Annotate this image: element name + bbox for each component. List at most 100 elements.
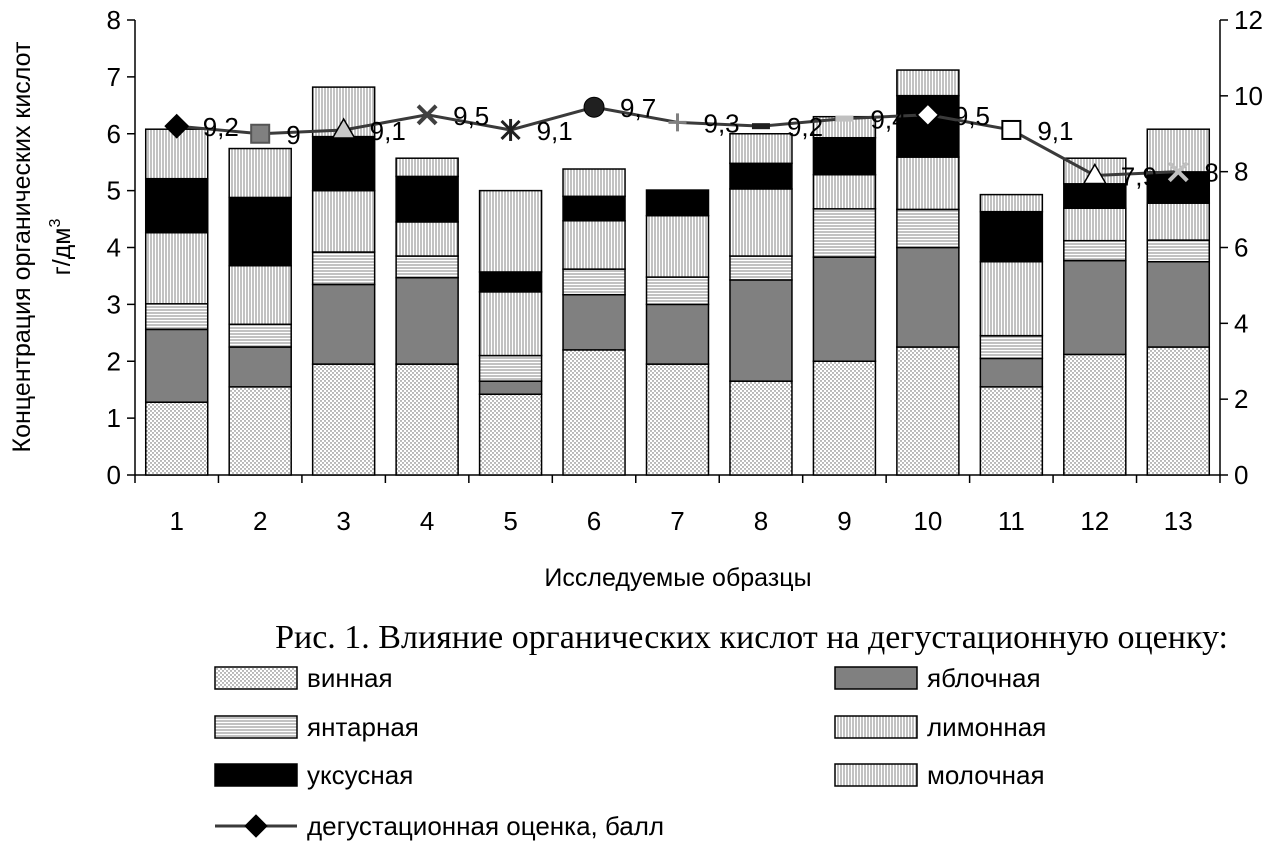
bar-segment-яблочная xyxy=(729,279,793,382)
bar-segment-лимонная xyxy=(1146,202,1211,241)
legend-item: янтарная xyxy=(214,712,419,742)
bar-segment-молочная xyxy=(228,147,292,199)
legend-swatch xyxy=(214,666,298,690)
line-point-marker xyxy=(1001,119,1022,140)
line-point-marker xyxy=(915,102,941,128)
bar-segment-яблочная xyxy=(311,283,376,365)
bar-segment-винная xyxy=(1063,353,1127,476)
line-data-label: 9,1 xyxy=(370,116,406,146)
right-tick-label: 8 xyxy=(1234,157,1248,187)
bar-segment-яблочная xyxy=(979,357,1044,388)
y-axis-label-superscript: 3 xyxy=(47,219,64,228)
line-data-label: 9,5 xyxy=(453,101,489,131)
line-point-marker xyxy=(751,123,770,130)
x-tick-label: 8 xyxy=(754,506,768,536)
marker-stroke xyxy=(416,104,438,126)
bar-segment-уксусная xyxy=(144,177,209,234)
bar-segment-лимонная xyxy=(979,260,1044,337)
line-point-marker xyxy=(668,113,687,132)
x-tick-label: 10 xyxy=(913,506,942,536)
bar-segment-винная xyxy=(144,401,209,476)
bar-segment-лимонная xyxy=(1063,207,1127,242)
left-tick-label: 0 xyxy=(107,460,121,490)
bar-segment-янтарная xyxy=(562,268,626,296)
figure-caption: Рис. 1. Влияние органических кислот на д… xyxy=(275,619,1228,656)
bar-segment-янтарная xyxy=(311,251,376,286)
bar-segment-лимонная xyxy=(144,231,209,305)
bar-segment-яблочная xyxy=(896,246,960,348)
line-data-label: 9,1 xyxy=(1037,116,1073,146)
bar-segment-молочная xyxy=(1146,128,1211,173)
x-tick-label: 9 xyxy=(837,506,851,536)
x-tick-label: 4 xyxy=(420,506,434,536)
bar-segment-яблочная xyxy=(562,293,626,351)
right-tick-label: 12 xyxy=(1234,5,1263,35)
legend-swatch xyxy=(834,763,918,787)
bar-segment-лимонная xyxy=(812,173,877,210)
line-series-group: 9,2 9 9,1 9,5 9,1 9,7 9,3 9,2 9,4 9,5 9,1 7,9 8 xyxy=(164,93,1219,191)
bar-segment-яблочная xyxy=(144,328,209,403)
bar-segment-лимонная xyxy=(478,291,543,357)
bar-segment-яблочная xyxy=(478,380,543,395)
x-tick-label: 1 xyxy=(169,506,183,536)
legend-label: уксусная xyxy=(307,760,413,790)
bar-segment-уксусная xyxy=(729,162,793,190)
bar-segment-уксусная xyxy=(478,271,543,293)
legend-label: янтарная xyxy=(307,712,419,742)
bar-segment-яблочная xyxy=(395,276,459,365)
x-tick-label: 2 xyxy=(253,506,267,536)
legend-item: молочная xyxy=(834,760,1045,790)
bar-segment-янтарная xyxy=(478,354,543,382)
y-axis-label-unit: г/дм xyxy=(48,228,76,276)
bar-segment-молочная xyxy=(562,168,626,198)
bar-segment-уксусная xyxy=(562,195,626,222)
legend-item: уксусная xyxy=(214,760,413,790)
bar-segment-лимонная xyxy=(395,221,459,257)
x-tick-label: 6 xyxy=(587,506,601,536)
legend-swatch xyxy=(214,715,298,739)
legend-item: дегустационная оценка, балл xyxy=(215,811,664,841)
left-tick-label: 7 xyxy=(107,62,121,92)
bar-segment-янтарная xyxy=(228,323,292,348)
legend: винная яблочная янтарная лимонная уксусная мо… xyxy=(214,663,1046,841)
line-data-label: 9,7 xyxy=(620,93,656,123)
line-data-label: 9,3 xyxy=(704,108,740,138)
right-tick-label: 10 xyxy=(1234,81,1263,111)
right-tick-label: 6 xyxy=(1234,233,1248,263)
x-tick-label: 3 xyxy=(336,506,350,536)
bar-segment-янтарная xyxy=(729,255,793,281)
bar-segment-янтарная xyxy=(812,208,877,258)
left-tick-label: 6 xyxy=(107,119,121,149)
line-point-marker xyxy=(583,96,605,118)
bar-segment-яблочная xyxy=(228,346,292,388)
bar-segment-лимонная xyxy=(896,156,960,211)
line-point-marker xyxy=(1167,161,1189,183)
legend-label: винная xyxy=(307,663,393,693)
bar-segment-уксусная xyxy=(228,196,292,267)
bar-segment-лимонная xyxy=(645,214,710,278)
bar-segment-янтарная xyxy=(979,334,1044,360)
left-tick-label: 3 xyxy=(107,289,121,319)
line-data-label: 9,1 xyxy=(537,116,573,146)
x-axis-ticks: 1 2 3 4 5 6 7 8 9 10 11 12 13 xyxy=(134,475,1221,536)
bar-segment-яблочная xyxy=(645,303,710,365)
bar-segment-винная xyxy=(645,363,710,476)
bar-segment-винная xyxy=(896,346,960,476)
legend-swatch xyxy=(214,763,298,787)
bar-segment-винная xyxy=(1146,346,1211,476)
bar-segment-лимонная xyxy=(228,264,292,326)
bar-segment-винная xyxy=(729,380,793,476)
line-point-marker xyxy=(500,118,521,141)
legend-label: лимонная xyxy=(927,712,1046,742)
bar-segment-винная xyxy=(478,393,543,476)
y-axis-label-line1: Концентрация органических кислот xyxy=(8,41,36,452)
bar-segment-винная xyxy=(812,360,877,476)
bar-segment-янтарная xyxy=(144,303,209,331)
legend-item: яблочная xyxy=(834,663,1041,693)
bar-segment-молочная xyxy=(896,69,960,97)
legend-swatch xyxy=(834,666,918,690)
x-tick-label: 7 xyxy=(670,506,684,536)
line-data-label: 9 xyxy=(286,120,300,150)
line-point-marker xyxy=(250,123,271,144)
